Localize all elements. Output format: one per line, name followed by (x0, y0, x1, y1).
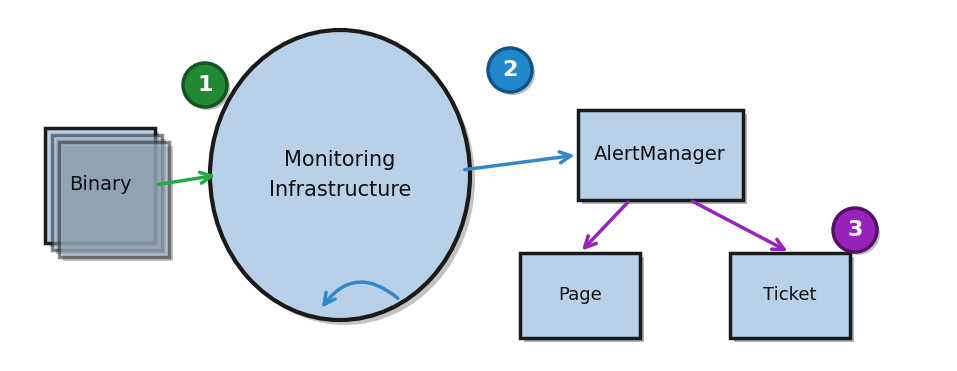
Ellipse shape (491, 51, 535, 95)
Ellipse shape (215, 35, 475, 325)
Text: 1: 1 (197, 75, 212, 95)
FancyBboxPatch shape (45, 128, 155, 243)
FancyBboxPatch shape (59, 141, 169, 256)
FancyBboxPatch shape (63, 145, 173, 260)
Text: 3: 3 (847, 220, 862, 240)
Ellipse shape (488, 48, 532, 92)
FancyBboxPatch shape (582, 114, 746, 204)
FancyBboxPatch shape (730, 253, 850, 338)
FancyBboxPatch shape (56, 138, 166, 253)
FancyBboxPatch shape (577, 110, 743, 200)
FancyBboxPatch shape (734, 256, 854, 341)
Ellipse shape (186, 66, 230, 110)
FancyBboxPatch shape (49, 131, 159, 246)
Ellipse shape (836, 211, 880, 255)
Text: Page: Page (558, 286, 602, 304)
Text: AlertManager: AlertManager (594, 145, 726, 164)
FancyBboxPatch shape (524, 256, 644, 341)
Text: Ticket: Ticket (764, 286, 816, 304)
Text: Monitoring
Infrastructure: Monitoring Infrastructure (269, 150, 412, 200)
Ellipse shape (210, 30, 470, 320)
Text: 2: 2 (502, 60, 518, 80)
Ellipse shape (183, 63, 227, 107)
Text: Binary: Binary (69, 175, 131, 194)
FancyBboxPatch shape (52, 135, 162, 250)
Ellipse shape (833, 208, 877, 252)
FancyBboxPatch shape (520, 253, 640, 338)
